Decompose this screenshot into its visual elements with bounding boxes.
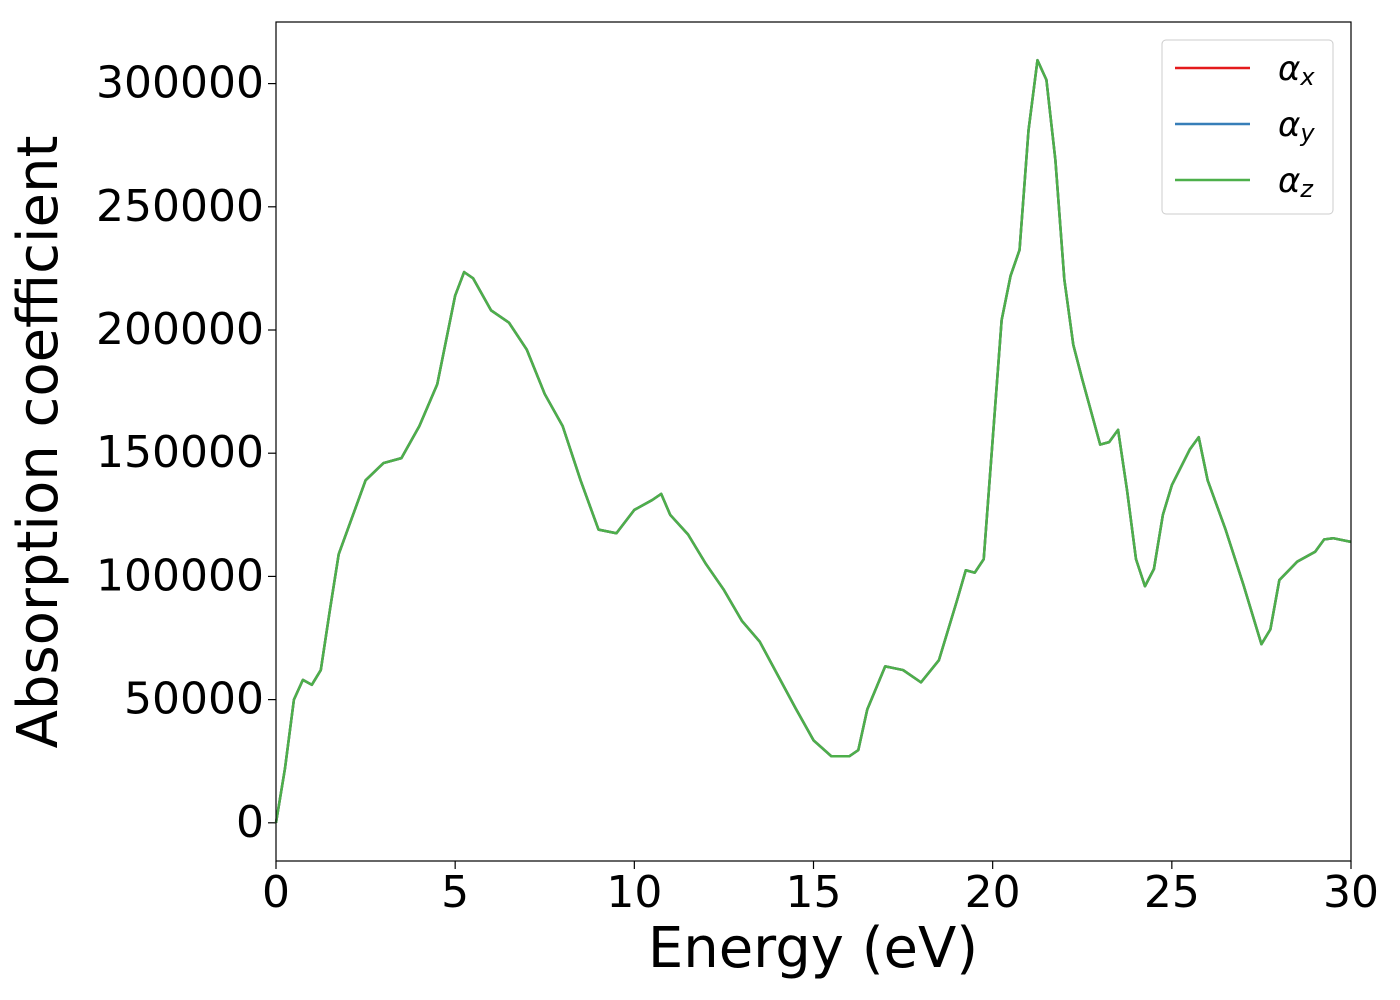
y-tick-label: 0 [236,797,264,848]
x-tick-label: 20 [965,867,1021,918]
legend-label: αy [1278,105,1315,148]
x-tick-label: 25 [1144,867,1200,918]
x-tick-label: 15 [786,867,842,918]
x-tick-label: 30 [1323,867,1379,918]
y-tick-label: 300000 [96,58,264,109]
x-tick-label: 5 [441,867,469,918]
legend-box [1161,39,1334,215]
x-tick-label: 0 [262,867,290,918]
y-tick-label: 200000 [96,304,264,355]
y-tick-label: 150000 [96,427,264,478]
x-tick-label: 10 [606,867,662,918]
x-axis-label: Energy (eV) [648,916,978,981]
plot-frame [275,21,1352,862]
y-tick-label: 250000 [96,181,264,232]
y-tick-label: 100000 [96,550,264,601]
legend-label: αz [1278,161,1314,204]
y-tick-label: 50000 [124,674,264,725]
y-axis-label: Absorption coefficient [6,136,71,749]
data-line [274,58,1352,824]
legend-label: αx [1278,49,1315,92]
